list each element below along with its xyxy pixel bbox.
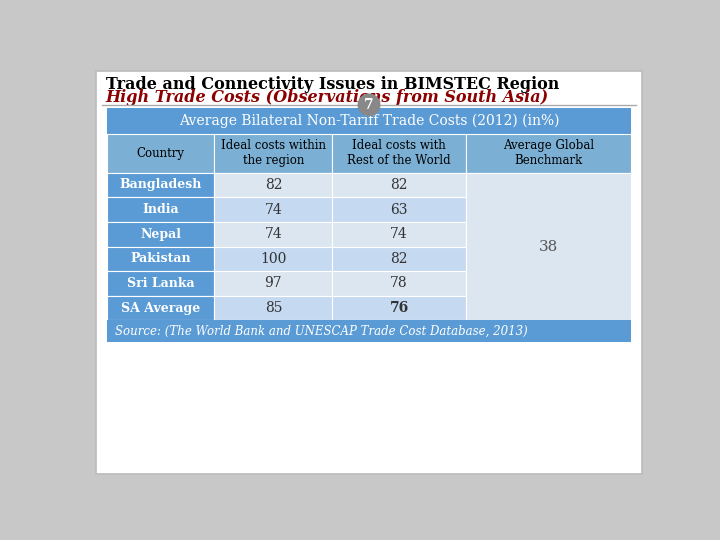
- Text: Nepal: Nepal: [140, 228, 181, 241]
- Text: 78: 78: [390, 276, 408, 291]
- FancyBboxPatch shape: [215, 197, 333, 222]
- Text: 74: 74: [264, 202, 282, 217]
- Text: 85: 85: [265, 301, 282, 315]
- Circle shape: [359, 95, 379, 115]
- Text: SA Average: SA Average: [121, 302, 200, 315]
- FancyBboxPatch shape: [107, 247, 215, 271]
- Text: 74: 74: [390, 227, 408, 241]
- Text: Sri Lanka: Sri Lanka: [127, 277, 194, 290]
- FancyBboxPatch shape: [107, 108, 631, 134]
- Text: Ideal costs with
Rest of the World: Ideal costs with Rest of the World: [347, 139, 451, 167]
- Text: High Trade Costs (Observations from South Asia): High Trade Costs (Observations from Sout…: [106, 90, 549, 106]
- FancyBboxPatch shape: [215, 222, 333, 247]
- Text: 7: 7: [364, 98, 374, 112]
- Text: 82: 82: [390, 252, 408, 266]
- Text: Source: (The World Bank and UNESCAP Trade Cost Database, 2013): Source: (The World Bank and UNESCAP Trad…: [114, 325, 528, 338]
- FancyBboxPatch shape: [333, 247, 466, 271]
- FancyBboxPatch shape: [333, 197, 466, 222]
- Text: 63: 63: [390, 202, 408, 217]
- Text: Trade and Connectivity Issues in BIMSTEC Region: Trade and Connectivity Issues in BIMSTEC…: [106, 76, 559, 92]
- Text: 82: 82: [390, 178, 408, 192]
- FancyBboxPatch shape: [215, 296, 333, 320]
- FancyBboxPatch shape: [107, 173, 215, 197]
- FancyBboxPatch shape: [107, 296, 215, 320]
- FancyBboxPatch shape: [466, 173, 631, 320]
- FancyBboxPatch shape: [107, 222, 215, 247]
- Text: Pakistan: Pakistan: [130, 252, 191, 265]
- Text: Bangladesh: Bangladesh: [120, 178, 202, 191]
- FancyBboxPatch shape: [215, 247, 333, 271]
- FancyBboxPatch shape: [107, 271, 215, 296]
- FancyBboxPatch shape: [333, 296, 466, 320]
- FancyBboxPatch shape: [333, 271, 466, 296]
- FancyBboxPatch shape: [333, 222, 466, 247]
- FancyBboxPatch shape: [466, 134, 631, 173]
- FancyBboxPatch shape: [215, 134, 333, 173]
- Text: 38: 38: [539, 240, 558, 253]
- Text: Average Bilateral Non-Tariff Trade Costs (2012) (in%): Average Bilateral Non-Tariff Trade Costs…: [179, 114, 559, 128]
- Text: India: India: [143, 203, 179, 216]
- FancyBboxPatch shape: [215, 173, 333, 197]
- Text: 76: 76: [390, 301, 409, 315]
- FancyBboxPatch shape: [96, 71, 642, 475]
- FancyBboxPatch shape: [107, 108, 631, 342]
- Text: Ideal costs within
the region: Ideal costs within the region: [221, 139, 326, 167]
- Text: 74: 74: [264, 227, 282, 241]
- Text: Average Global
Benchmark: Average Global Benchmark: [503, 139, 594, 167]
- FancyBboxPatch shape: [107, 320, 631, 342]
- Text: Country: Country: [137, 147, 185, 160]
- FancyBboxPatch shape: [215, 271, 333, 296]
- FancyBboxPatch shape: [333, 173, 466, 197]
- Text: 100: 100: [260, 252, 287, 266]
- FancyBboxPatch shape: [107, 134, 215, 173]
- Text: 82: 82: [265, 178, 282, 192]
- Text: 97: 97: [264, 276, 282, 291]
- FancyBboxPatch shape: [333, 134, 466, 173]
- FancyBboxPatch shape: [107, 197, 215, 222]
